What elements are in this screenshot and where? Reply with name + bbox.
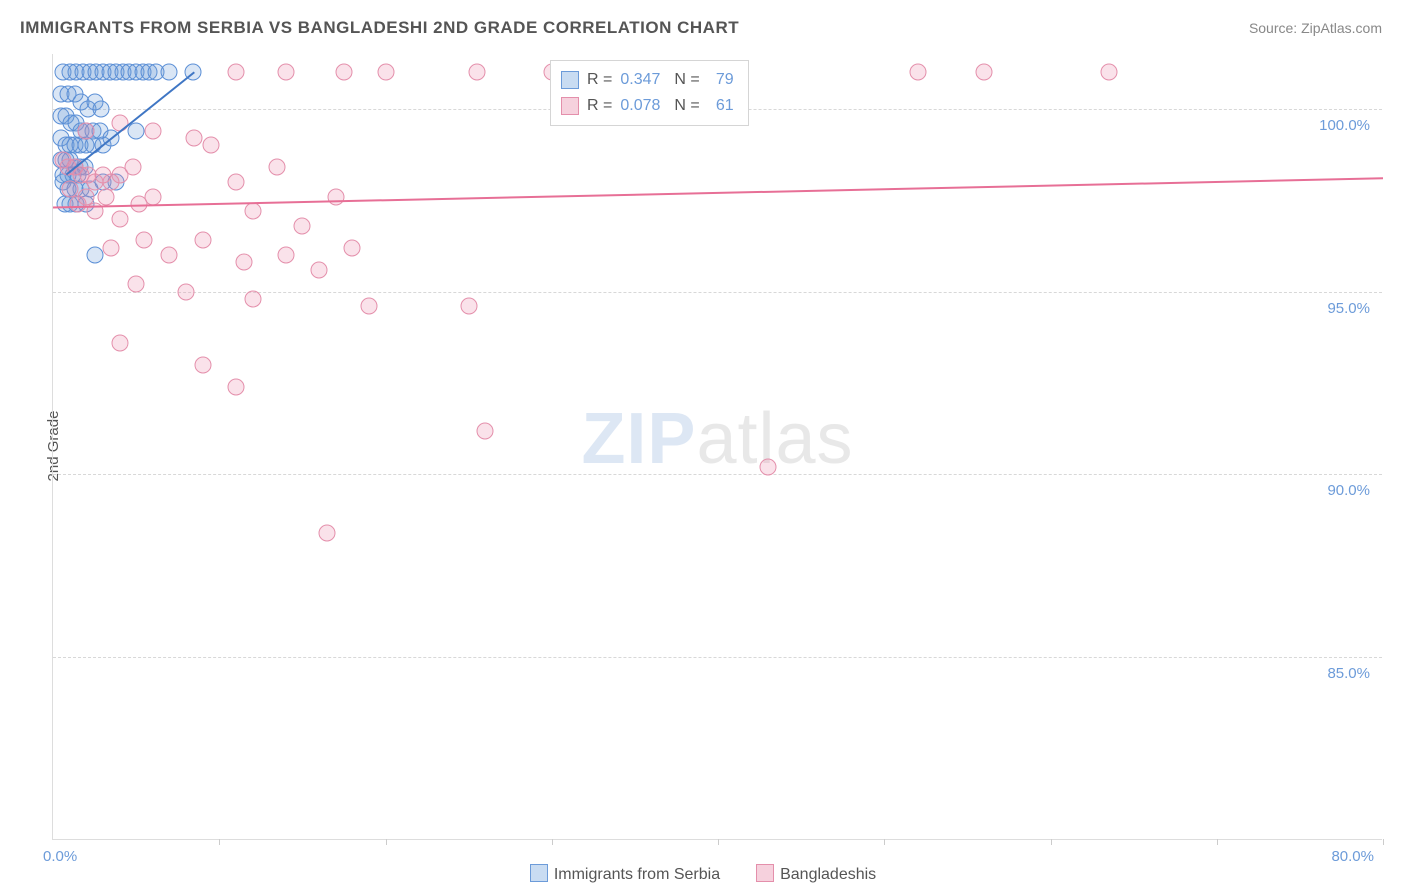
x-tick (884, 839, 885, 845)
legend-swatch (561, 97, 579, 115)
bangladesh-point (468, 64, 485, 81)
bangladesh-point (294, 217, 311, 234)
legend-item: Immigrants from Serbia (530, 866, 720, 883)
chart-title: IMMIGRANTS FROM SERBIA VS BANGLADESHI 2N… (20, 18, 739, 38)
serbia-point (161, 64, 178, 81)
bangladesh-point (335, 64, 352, 81)
bangladesh-point (277, 64, 294, 81)
stats-legend: R = 0.347 N = 79 R = 0.078 N = 61 (550, 60, 749, 126)
x-tick (552, 839, 553, 845)
bangladesh-point (319, 524, 336, 541)
x-max-label: 80.0% (1331, 848, 1374, 865)
bangladesh-point (227, 173, 244, 190)
watermark: ZIPatlas (581, 397, 853, 479)
serbia-point (93, 100, 110, 117)
x-tick (1383, 839, 1384, 845)
legend-swatch (756, 864, 774, 882)
x-tick (1217, 839, 1218, 845)
x-tick (1051, 839, 1052, 845)
bangladesh-point (976, 64, 993, 81)
r-value: 0.078 (620, 93, 666, 119)
r-label: R = (587, 93, 612, 119)
bangladesh-point (124, 159, 141, 176)
serbia-point (86, 247, 103, 264)
bangladesh-point (227, 378, 244, 395)
bangladesh-point (144, 188, 161, 205)
x-tick (219, 839, 220, 845)
bangladesh-point (144, 122, 161, 139)
y-tick-label: 100.0% (1310, 117, 1376, 134)
bangladesh-point (128, 276, 145, 293)
bangladesh-point (244, 290, 261, 307)
bangladesh-point (161, 247, 178, 264)
bangladesh-point (111, 210, 128, 227)
x-tick (718, 839, 719, 845)
stats-legend-row: R = 0.078 N = 61 (561, 93, 734, 119)
bangladesh-point (1100, 64, 1117, 81)
bangladesh-point (136, 232, 153, 249)
gridline (53, 474, 1382, 475)
legend-item: Bangladeshis (756, 866, 876, 883)
source-attribution: Source: ZipAtlas.com (1249, 20, 1382, 36)
serbia-point (128, 122, 145, 139)
bangladesh-point (244, 203, 261, 220)
bangladesh-point (111, 334, 128, 351)
bangladesh-point (327, 188, 344, 205)
bangladesh-point (194, 232, 211, 249)
n-label: N = (674, 93, 699, 119)
gridline (53, 657, 1382, 658)
r-label: R = (587, 67, 612, 93)
n-label: N = (674, 67, 699, 93)
y-tick-label: 95.0% (1310, 300, 1376, 317)
bangladesh-point (186, 130, 203, 147)
bangladesh-point (227, 64, 244, 81)
serbia-point (103, 130, 120, 147)
bangladesh-point (344, 239, 361, 256)
bangladesh-point (236, 254, 253, 271)
bangladesh-point (202, 137, 219, 154)
trend-lines (53, 54, 1383, 840)
n-value: 79 (708, 67, 734, 93)
bangladesh-point (178, 283, 195, 300)
bottom-legend: Immigrants from Serbia Bangladeshis (0, 864, 1406, 884)
legend-swatch (561, 71, 579, 89)
bangladesh-point (98, 188, 115, 205)
bangladesh-point (377, 64, 394, 81)
bangladesh-point (194, 356, 211, 373)
bangladesh-point (86, 203, 103, 220)
bangladesh-point (78, 122, 95, 139)
legend-label: Immigrants from Serbia (554, 866, 720, 883)
y-tick-label: 90.0% (1310, 482, 1376, 499)
r-value: 0.347 (620, 67, 666, 93)
legend-label: Bangladeshis (780, 866, 876, 883)
bangladesh-point (111, 115, 128, 132)
legend-swatch (530, 864, 548, 882)
stats-legend-row: R = 0.347 N = 79 (561, 67, 734, 93)
scatter-chart: 0.0% 80.0% ZIPatlas 85.0%90.0%95.0%100.0… (52, 54, 1382, 840)
x-origin-label: 0.0% (43, 848, 77, 865)
n-value: 61 (708, 93, 734, 119)
bangladesh-point (460, 298, 477, 315)
bangladesh-point (269, 159, 286, 176)
bangladesh-point (311, 261, 328, 278)
watermark-part1: ZIP (581, 398, 696, 478)
bangladesh-point (360, 298, 377, 315)
bangladesh-point (477, 422, 494, 439)
bangladesh-point (103, 239, 120, 256)
serbia-point (184, 64, 201, 81)
x-tick (386, 839, 387, 845)
bangladesh-point (759, 459, 776, 476)
bangladesh-point (909, 64, 926, 81)
y-tick-label: 85.0% (1310, 665, 1376, 682)
bangladesh-point (277, 247, 294, 264)
